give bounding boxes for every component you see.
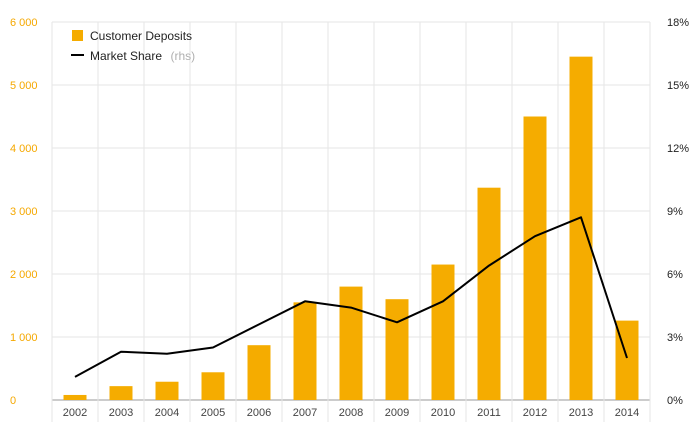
bar-2004 [155,381,179,400]
x-tick-label-2012: 2012 [523,407,547,419]
x-tick-label-2009: 2009 [385,407,409,419]
x-tick-label-2006: 2006 [247,407,271,419]
left-tick-label-5: 5 000 [10,80,38,92]
market-share-line-group [74,216,628,378]
x-tick-label-2013: 2013 [569,407,593,419]
left-tick-label-2: 2 000 [10,269,38,281]
right-tick-label-3: 9% [667,206,683,218]
right-axis: 0% 3% 6% 9% 12% 15% 18% [667,17,689,407]
bar-2011 [477,187,501,400]
right-tick-label-1: 3% [667,332,683,344]
legend-swatch-customer-deposits [72,30,83,41]
x-tick-label-2003: 2003 [109,407,133,419]
bar-2009 [385,299,409,400]
left-tick-label-3: 3 000 [10,206,38,218]
right-tick-label-2: 6% [667,269,683,281]
x-tick-label-2007: 2007 [293,407,317,419]
bar-2012 [523,116,547,400]
x-tick-label-2002: 2002 [63,407,87,419]
left-tick-label-0: 0 [10,395,16,407]
bar-2003 [109,386,133,400]
bar-2008 [339,286,363,400]
x-tick-label-2011: 2011 [477,407,501,419]
left-tick-label-6: 6 000 [10,17,38,29]
bar-2007 [293,302,317,400]
x-tick-label-2010: 2010 [431,407,455,419]
right-tick-label-6: 18% [667,17,689,29]
legend-label-market-share-suffix: (rhs) [170,49,195,63]
right-tick-label-5: 15% [667,80,689,92]
bar-2002 [63,394,87,400]
x-axis: 2002 2003 2004 2005 2006 2007 2008 2009 2010 2011… [63,407,639,419]
deposit-bars [63,56,639,401]
right-tick-label-0: 0% [667,395,683,407]
gridlines [51,21,651,422]
legend-label-market-share: Market Share [90,49,162,63]
bar-2005 [201,372,225,400]
bar-2013 [569,56,593,401]
legend: Customer Deposits Market Share (rhs) [71,29,195,64]
legend-label-customer-deposits: Customer Deposits [90,29,192,43]
x-tick-label-2004: 2004 [155,407,179,419]
legend-label-market-share-group: Market Share (rhs) [90,47,195,64]
x-tick-label-2014: 2014 [615,407,639,419]
x-tick-label-2005: 2005 [201,407,225,419]
x-tick-label-2008: 2008 [339,407,363,419]
left-axis: 0 1 000 2 000 3 000 4 000 5 000 6 000 [10,17,38,407]
left-tick-label-4: 4 000 [10,143,38,155]
left-tick-label-1: 1 000 [10,332,38,344]
bar-2006 [247,345,271,400]
right-tick-label-4: 12% [667,143,689,155]
bar-2010 [431,264,455,400]
